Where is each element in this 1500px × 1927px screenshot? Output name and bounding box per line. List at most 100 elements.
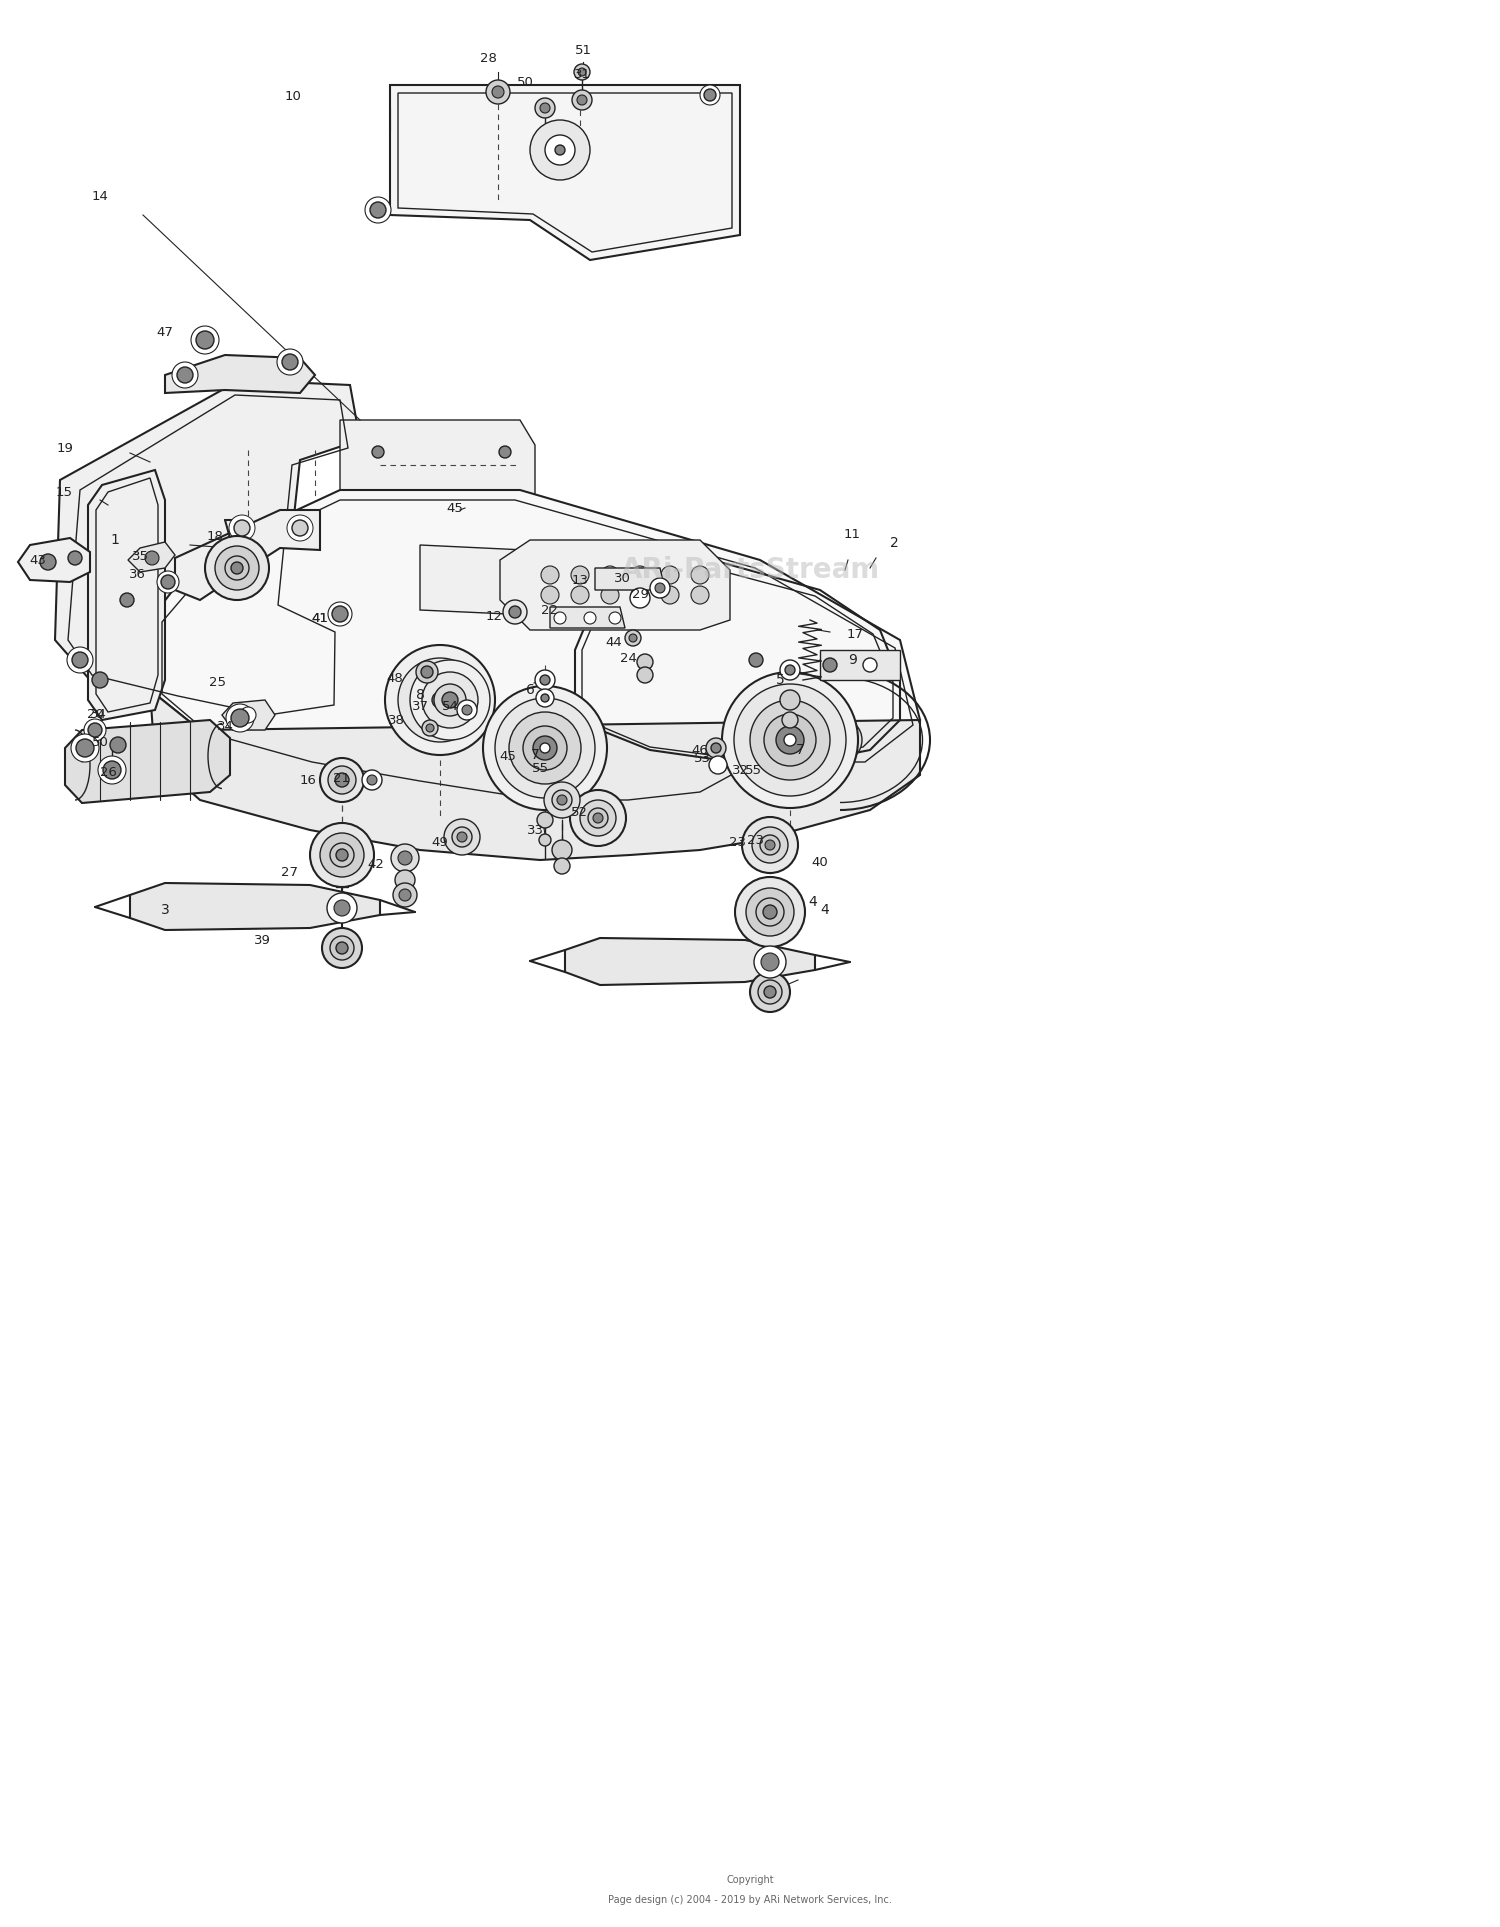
- Circle shape: [328, 601, 352, 626]
- Circle shape: [120, 594, 134, 607]
- Polygon shape: [420, 545, 640, 620]
- Text: 27: 27: [282, 867, 298, 879]
- Text: 46: 46: [692, 744, 708, 757]
- Circle shape: [104, 761, 122, 779]
- Circle shape: [320, 757, 364, 802]
- Circle shape: [330, 937, 354, 960]
- Circle shape: [422, 667, 434, 678]
- Circle shape: [692, 567, 709, 584]
- Circle shape: [540, 674, 550, 684]
- Text: 33: 33: [526, 823, 543, 836]
- Circle shape: [214, 545, 260, 590]
- Text: ARi-PartsStream: ARi-PartsStream: [621, 557, 879, 584]
- Circle shape: [540, 102, 550, 114]
- Circle shape: [452, 827, 472, 848]
- Circle shape: [530, 119, 590, 179]
- Circle shape: [638, 667, 652, 682]
- Circle shape: [158, 570, 178, 594]
- Circle shape: [784, 665, 795, 674]
- Circle shape: [286, 515, 314, 541]
- Circle shape: [656, 584, 664, 594]
- Circle shape: [436, 696, 444, 703]
- Text: 47: 47: [156, 326, 174, 339]
- Text: 10: 10: [285, 91, 302, 104]
- Text: 3: 3: [160, 904, 170, 917]
- Text: 45: 45: [447, 501, 464, 515]
- Circle shape: [554, 613, 566, 624]
- Circle shape: [398, 657, 482, 742]
- Circle shape: [750, 971, 790, 1012]
- Circle shape: [735, 877, 806, 946]
- Circle shape: [572, 586, 590, 603]
- Circle shape: [172, 362, 198, 387]
- Circle shape: [177, 366, 194, 383]
- Circle shape: [226, 703, 254, 732]
- Polygon shape: [821, 649, 900, 680]
- Circle shape: [756, 898, 784, 927]
- Text: 43: 43: [30, 553, 46, 567]
- Text: 4: 4: [821, 904, 830, 917]
- Text: 41: 41: [312, 611, 328, 624]
- Circle shape: [76, 738, 94, 757]
- Text: 37: 37: [411, 701, 429, 713]
- Text: 53: 53: [693, 752, 711, 765]
- Circle shape: [776, 726, 804, 753]
- Circle shape: [542, 694, 549, 701]
- Text: 29: 29: [632, 588, 648, 601]
- Circle shape: [330, 842, 354, 867]
- Polygon shape: [596, 568, 664, 590]
- Circle shape: [544, 135, 574, 166]
- Text: 41: 41: [312, 611, 328, 624]
- Circle shape: [552, 790, 572, 809]
- Circle shape: [206, 536, 268, 599]
- Circle shape: [310, 823, 374, 886]
- Circle shape: [372, 445, 384, 459]
- Circle shape: [240, 707, 256, 723]
- Circle shape: [602, 586, 619, 603]
- Circle shape: [392, 844, 418, 873]
- Polygon shape: [165, 355, 315, 393]
- Text: 35: 35: [132, 551, 148, 563]
- Text: 38: 38: [387, 713, 405, 726]
- Text: 39: 39: [254, 933, 270, 946]
- Text: 50: 50: [516, 75, 534, 89]
- Text: 17: 17: [846, 628, 864, 642]
- Text: 50: 50: [92, 736, 108, 748]
- Text: Copyright: Copyright: [726, 1875, 774, 1885]
- Polygon shape: [150, 690, 920, 859]
- Circle shape: [336, 850, 348, 861]
- Circle shape: [84, 719, 106, 742]
- Circle shape: [542, 586, 560, 603]
- Circle shape: [336, 942, 348, 954]
- Circle shape: [764, 715, 816, 767]
- Circle shape: [609, 613, 621, 624]
- Circle shape: [584, 613, 596, 624]
- Polygon shape: [176, 511, 320, 599]
- Circle shape: [638, 653, 652, 671]
- Circle shape: [92, 673, 108, 688]
- Circle shape: [782, 711, 798, 728]
- Circle shape: [710, 755, 728, 775]
- Circle shape: [320, 832, 364, 877]
- Circle shape: [630, 588, 650, 609]
- Text: 32: 32: [732, 763, 748, 777]
- Circle shape: [72, 651, 88, 669]
- Circle shape: [742, 817, 798, 873]
- Circle shape: [538, 834, 550, 846]
- Circle shape: [524, 726, 567, 771]
- Text: 31: 31: [573, 69, 591, 81]
- Circle shape: [332, 605, 348, 622]
- Text: 34: 34: [90, 709, 106, 721]
- Text: 18: 18: [207, 530, 224, 543]
- Circle shape: [578, 67, 586, 75]
- Text: 40: 40: [812, 856, 828, 869]
- Text: 12: 12: [486, 609, 502, 622]
- Circle shape: [650, 578, 670, 597]
- Circle shape: [602, 567, 619, 584]
- Polygon shape: [340, 420, 536, 511]
- Circle shape: [592, 813, 603, 823]
- Text: 25: 25: [209, 676, 225, 688]
- Text: 20: 20: [87, 709, 104, 721]
- Polygon shape: [130, 883, 380, 931]
- Circle shape: [160, 574, 176, 590]
